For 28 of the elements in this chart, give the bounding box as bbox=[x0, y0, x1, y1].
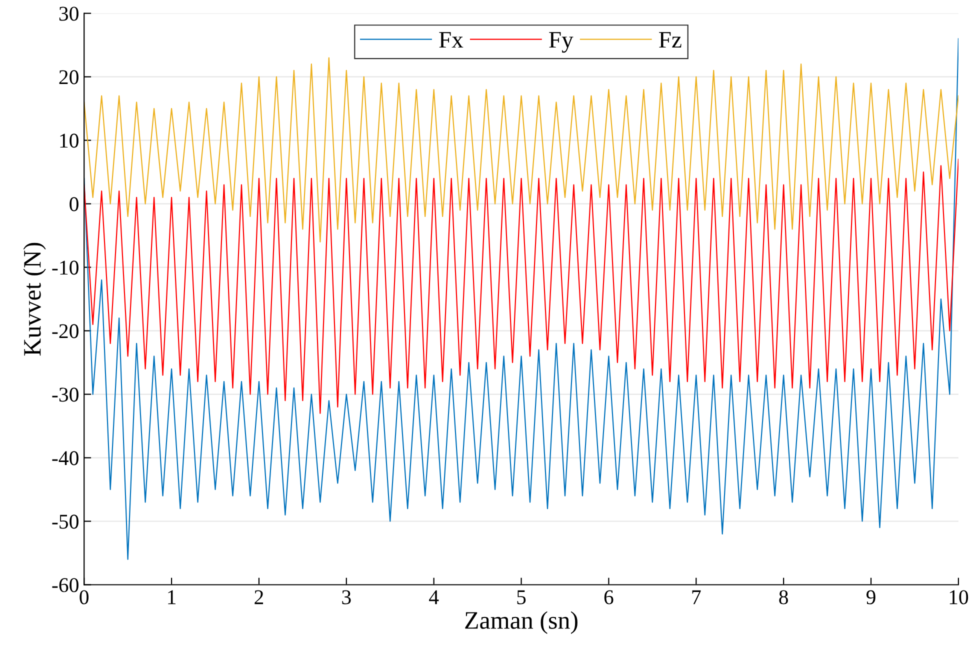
y-tick-label: -30 bbox=[52, 388, 78, 402]
y-tick-label: 10 bbox=[60, 134, 78, 148]
y-axis-title: Kuvvet (N) bbox=[23, 242, 46, 356]
legend-label: Fz bbox=[659, 32, 682, 48]
y-tick-label: -50 bbox=[52, 514, 78, 529]
x-tick-label: 8 bbox=[779, 590, 788, 604]
y-tick-label: -40 bbox=[52, 451, 78, 466]
x-tick-label: 2 bbox=[254, 590, 264, 604]
x-tick-label: 5 bbox=[517, 590, 526, 604]
x-axis-title: Zaman (sn) bbox=[465, 611, 578, 634]
y-tick-label: 20 bbox=[59, 70, 78, 84]
x-tick-label: 6 bbox=[604, 590, 614, 604]
y-tick-label: 30 bbox=[59, 6, 78, 21]
y-tick-label: -10 bbox=[52, 260, 78, 275]
x-tick-label: 1 bbox=[168, 590, 176, 604]
x-tick-label: 3 bbox=[342, 590, 351, 604]
legend-label: Fy bbox=[549, 32, 574, 53]
legend-label: Fx bbox=[439, 32, 464, 48]
x-tick-label: 9 bbox=[866, 590, 876, 604]
x-tick-label: 7 bbox=[692, 590, 701, 604]
line-series bbox=[84, 57, 958, 242]
y-tick-label: 0 bbox=[70, 197, 78, 212]
x-tick-label: 4 bbox=[429, 590, 439, 604]
x-tick-label: 10 bbox=[950, 590, 968, 604]
y-tick-label: -20 bbox=[52, 324, 78, 338]
x-tick-label: 0 bbox=[80, 590, 89, 604]
y-tick-label: -60 bbox=[52, 578, 78, 592]
line-series bbox=[84, 158, 958, 414]
